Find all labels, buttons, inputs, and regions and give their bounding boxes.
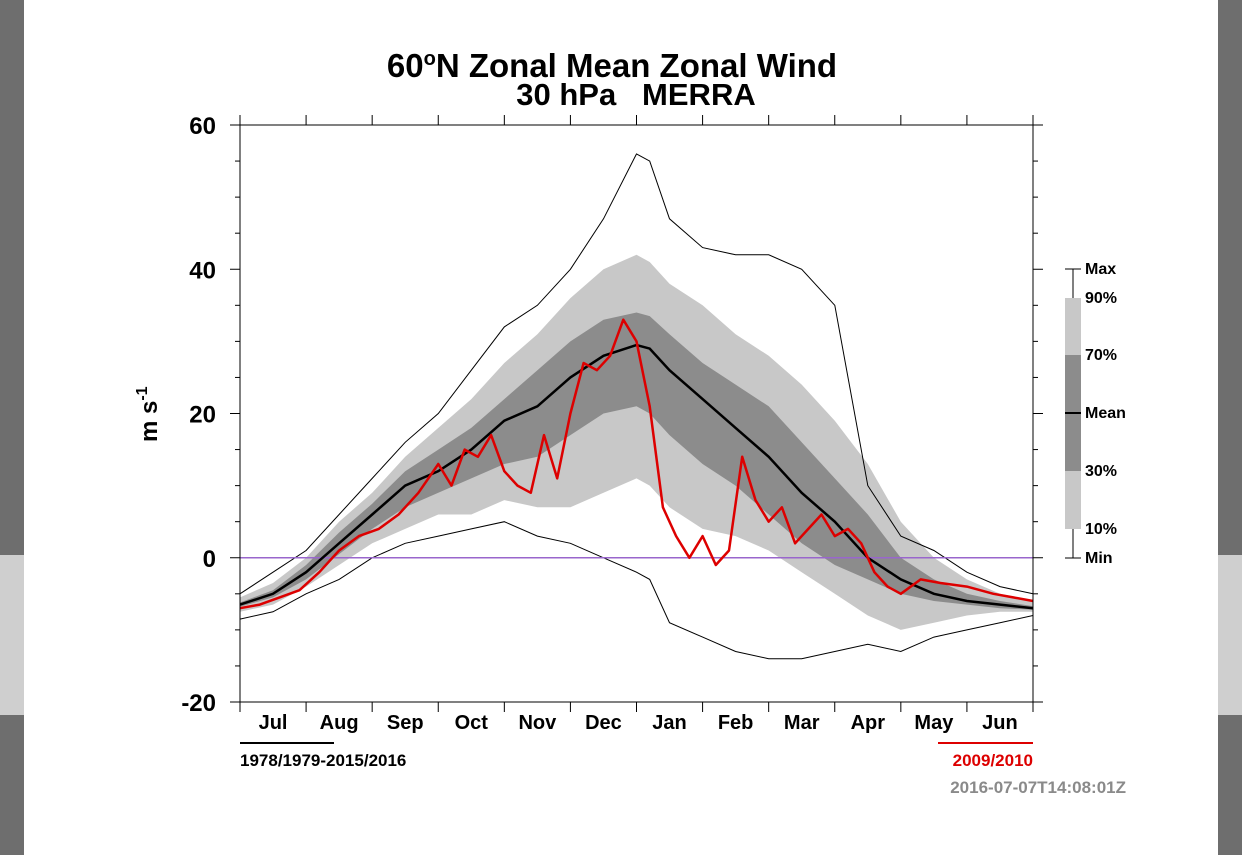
plot-area xyxy=(239,153,1034,660)
x-tick-label: Oct xyxy=(455,712,489,734)
y-tick-label: 60 xyxy=(189,113,216,140)
y-axis-label: m s-1 xyxy=(134,386,163,442)
legend-label: 30% xyxy=(1085,463,1117,480)
x-tick-label: Jun xyxy=(982,712,1018,734)
legend-label: 90% xyxy=(1085,290,1117,307)
series-mean xyxy=(239,343,1034,610)
legend-label: Mean xyxy=(1085,405,1126,422)
x-tick-label: Jul xyxy=(259,712,288,734)
x-tick-label: Jan xyxy=(652,712,686,734)
x-tick-label: Dec xyxy=(585,712,622,734)
axes: 60 40 20 0 -20 Jul Aug Sep Oct Nov Dec Jan Feb Mar Apr… xyxy=(181,113,1043,734)
x-tick-label: Aug xyxy=(320,712,359,734)
side-band-left xyxy=(0,555,24,715)
highlight-year-label: 2009/2010 xyxy=(953,751,1033,770)
chart-title: 60oN Zonal Mean Zonal Wind xyxy=(387,47,837,84)
series-2009-2010 xyxy=(239,318,1034,610)
x-tick-label: Feb xyxy=(718,712,754,734)
y-tick-label: 20 xyxy=(189,402,216,429)
legend-label: Max xyxy=(1085,261,1116,278)
series-max xyxy=(239,153,1034,595)
climatology-period-label: 1978/1979-2015/2016 xyxy=(240,751,406,770)
series-min xyxy=(239,521,1034,660)
x-tick-label: Apr xyxy=(851,712,886,734)
x-tick-label: Nov xyxy=(518,712,557,734)
legend-label: 70% xyxy=(1085,347,1117,364)
x-tick-label: Sep xyxy=(387,712,424,734)
timestamp: 2016-07-07T14:08:01Z xyxy=(950,778,1126,797)
x-tick-label: Mar xyxy=(784,712,820,734)
y-tick-label: 0 xyxy=(203,546,216,573)
side-band-right xyxy=(1218,555,1242,715)
percentile-legend: Max 90% 70% Mean 30% 10% Min xyxy=(1065,261,1126,567)
chart-subtitle: 30 hPa MERRA xyxy=(516,77,755,112)
legend-label: Min xyxy=(1085,550,1113,567)
y-tick-label: 40 xyxy=(189,257,216,284)
x-tick-label: May xyxy=(914,712,954,734)
legend-label: 10% xyxy=(1085,521,1117,538)
y-tick-label: -20 xyxy=(181,690,216,717)
